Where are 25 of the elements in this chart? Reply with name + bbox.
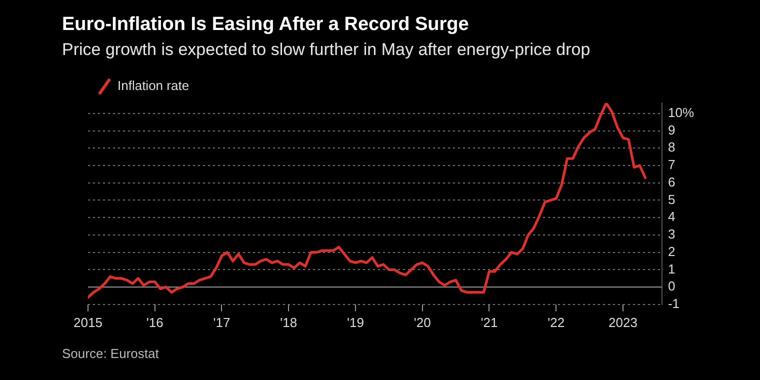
y-tick-label: 4 [668,209,676,224]
x-tick-label: '19 [347,314,364,330]
y-tick-label: 7 [668,157,676,172]
x-tick-label: '16 [146,314,164,330]
y-tick-label: 10% [668,104,694,120]
x-tick-label: '18 [280,314,298,330]
y-tick-label: 3 [668,226,676,242]
y-tick-label: 0 [668,278,676,294]
y-tick-label: 8 [668,140,676,155]
chart-title: Euro-Inflation Is Easing After a Record Surge [62,14,469,36]
x-tick-label: '21 [480,314,498,330]
y-tick-label: -1 [668,296,680,311]
y-tick-label: 5 [668,192,676,207]
x-tick-label: 2023 [608,314,638,330]
source-note: Source: Eurostat [62,346,159,361]
legend-label: Inflation rate [118,78,190,94]
x-tick-label: 2015 [74,314,102,330]
y-tick-label: 6 [668,174,676,190]
y-tick-label: 2 [668,244,676,259]
y-tick-label: 9 [668,122,676,138]
x-tick-label: '17 [213,314,230,330]
x-tick-label: '20 [414,314,431,330]
chart-subtitle: Price growth is expected to slow further in May after energy-price drop [62,40,590,60]
y-tick-label: 1 [668,261,676,276]
x-tick-label: '22 [548,314,565,330]
